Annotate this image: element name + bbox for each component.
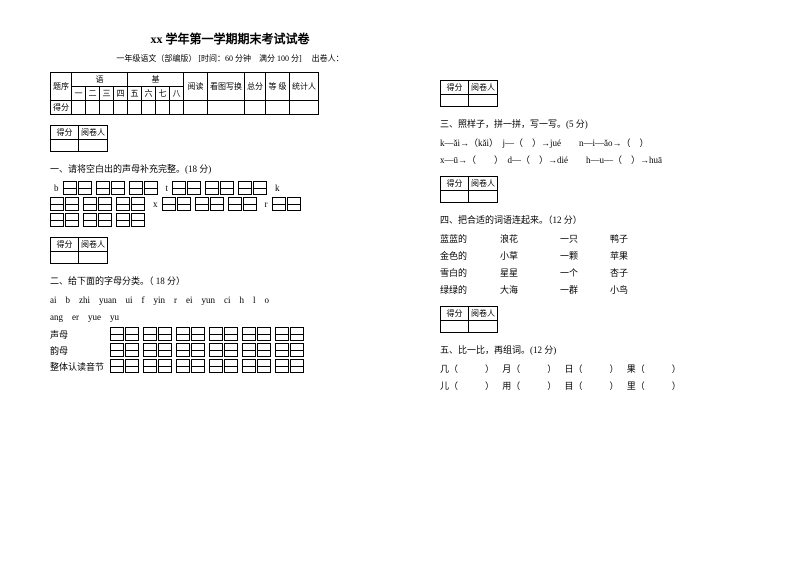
q4-cell: 杏子: [610, 266, 660, 279]
q1-letter: x: [153, 199, 158, 209]
score-group-2: 基: [128, 73, 184, 87]
q2-row-label: 整体认读音节: [50, 360, 110, 373]
score-stat: 统计人: [290, 73, 319, 101]
score-col: 六: [142, 87, 156, 101]
q4-cell: 苹果: [610, 249, 660, 262]
q4-cell: 鸭子: [610, 232, 660, 245]
score-col: 七: [156, 87, 170, 101]
q1-letter: t: [166, 183, 169, 193]
reviewer-score: 得分: [441, 307, 469, 321]
q1-row: [50, 213, 410, 227]
q3-line2: x—ū→（ ） d—（ ）→dié h—u—（ ）→huā: [440, 153, 750, 166]
q4-title: 四、把合适的词语连起来。（12 分）: [440, 213, 750, 226]
reviewer-person: 阅卷人: [79, 126, 108, 140]
reviewer-score: 得分: [51, 126, 79, 140]
reviewer-score: 得分: [441, 177, 469, 191]
reviewer-person: 阅卷人: [79, 238, 108, 252]
reviewer-score: 得分: [441, 81, 469, 95]
q4-cell: 大海: [500, 283, 560, 296]
q5-item: 果（ ）: [627, 362, 681, 375]
reviewer-person: 阅卷人: [469, 177, 498, 191]
score-col: 四: [114, 87, 128, 101]
q4-cell: 小鸟: [610, 283, 660, 296]
q2-row-label: 声母: [50, 328, 110, 341]
q5-item: 月（ ）: [502, 362, 556, 375]
q5-item: 用（ ）: [502, 379, 556, 392]
score-col: 二: [86, 87, 100, 101]
score-grade: 等 级: [266, 73, 290, 101]
subtitle-subject: 一年级语文（部编版）: [116, 54, 196, 63]
q2-row-label: 韵母: [50, 344, 110, 357]
score-reading: 阅读: [184, 73, 208, 101]
score-group-1: 语: [72, 73, 128, 87]
q5-item: 儿（ ）: [440, 379, 494, 392]
q4-cell: 小草: [500, 249, 560, 262]
q4-cell: 雪白的: [440, 266, 500, 279]
reviewer-table: 得分 阅卷人: [440, 80, 498, 107]
q2-title: 二、给下面的字母分类。（ 18 分）: [50, 274, 410, 287]
q4-row: 雪白的 星星 一个 杏子: [440, 266, 750, 279]
q4-cell: 金色的: [440, 249, 500, 262]
q4-row: 金色的 小草 一颗 苹果: [440, 249, 750, 262]
q5-line2: 儿（ ） 用（ ） 目（ ） 里（ ）: [440, 379, 750, 392]
q2-row: 声母: [50, 327, 410, 341]
q1-letter: b: [54, 183, 59, 193]
q2-letters-1: ai b zhi yuan ui f yin r ei yun ci h l o: [50, 293, 410, 306]
q4-cell: 蓝蓝的: [440, 232, 500, 245]
score-picture: 看图写换: [208, 73, 245, 101]
score-table: 题序 语 基 阅读 看图写换 总分 等 级 统计人 一 二 三 四 五 六 七 …: [50, 72, 319, 115]
q5-item: 几（ ）: [440, 362, 494, 375]
reviewer-table: 得分 阅卷人: [440, 306, 498, 333]
q3-line1: k—ǎi→（kǎi） j—（ ）→jué n—i—ǎo→（ ）: [440, 136, 750, 149]
q1-row: b t k: [50, 181, 410, 195]
score-col: 八: [170, 87, 184, 101]
q5-item: 里（ ）: [627, 379, 681, 392]
reviewer-score: 得分: [51, 238, 79, 252]
q5-item: 日（ ）: [565, 362, 619, 375]
score-row2-label: 得分: [51, 101, 72, 115]
q1-title: 一、请将空白出的声母补充完整。(18 分): [50, 162, 410, 175]
q4-cell: 一个: [560, 266, 610, 279]
score-row-label: 题序: [51, 73, 72, 101]
q5-line1: 几（ ） 月（ ） 日（ ） 果（ ）: [440, 362, 750, 375]
q1-letter: r: [265, 199, 268, 209]
reviewer-person: 阅卷人: [469, 307, 498, 321]
q4-cell: 一只: [560, 232, 610, 245]
q2-row: 整体认读音节: [50, 359, 410, 373]
q4-cell: 绿绿的: [440, 283, 500, 296]
page-subtitle: 一年级语文（部编版） [时间：60 分钟 满分 100 分] 出卷人：: [50, 53, 410, 64]
score-col: 一: [72, 87, 86, 101]
score-col: 三: [100, 87, 114, 101]
score-total: 总分: [245, 73, 266, 101]
q4-cell: 星星: [500, 266, 560, 279]
q2-letters-2: ang er yue yu: [50, 310, 410, 323]
q1-letter: k: [275, 183, 280, 193]
q3-title: 三、照样子，拼一拼，写一写。(5 分): [440, 117, 750, 130]
score-col: 五: [128, 87, 142, 101]
subtitle-teacher: 出卷人：: [312, 54, 344, 63]
reviewer-table: 得分 阅卷人: [50, 237, 108, 264]
reviewer-person: 阅卷人: [469, 81, 498, 95]
q4-cell: 一颗: [560, 249, 610, 262]
subtitle-time: [时间：60 分钟 满分 100 分]: [198, 54, 301, 63]
q5-title: 五、比一比，再组词。(12 分): [440, 343, 750, 356]
q2-row: 韵母: [50, 343, 410, 357]
reviewer-table: 得分 阅卷人: [440, 176, 498, 203]
q4-cell: 浪花: [500, 232, 560, 245]
page-title: xx 学年第一学期期末考试试卷: [50, 30, 410, 47]
reviewer-table: 得分 阅卷人: [50, 125, 108, 152]
q4-row: 蓝蓝的 浪花 一只 鸭子: [440, 232, 750, 245]
q5-item: 目（ ）: [565, 379, 619, 392]
q4-cell: 一群: [560, 283, 610, 296]
q1-row: x r: [50, 197, 410, 211]
q4-row: 绿绿的 大海 一群 小鸟: [440, 283, 750, 296]
